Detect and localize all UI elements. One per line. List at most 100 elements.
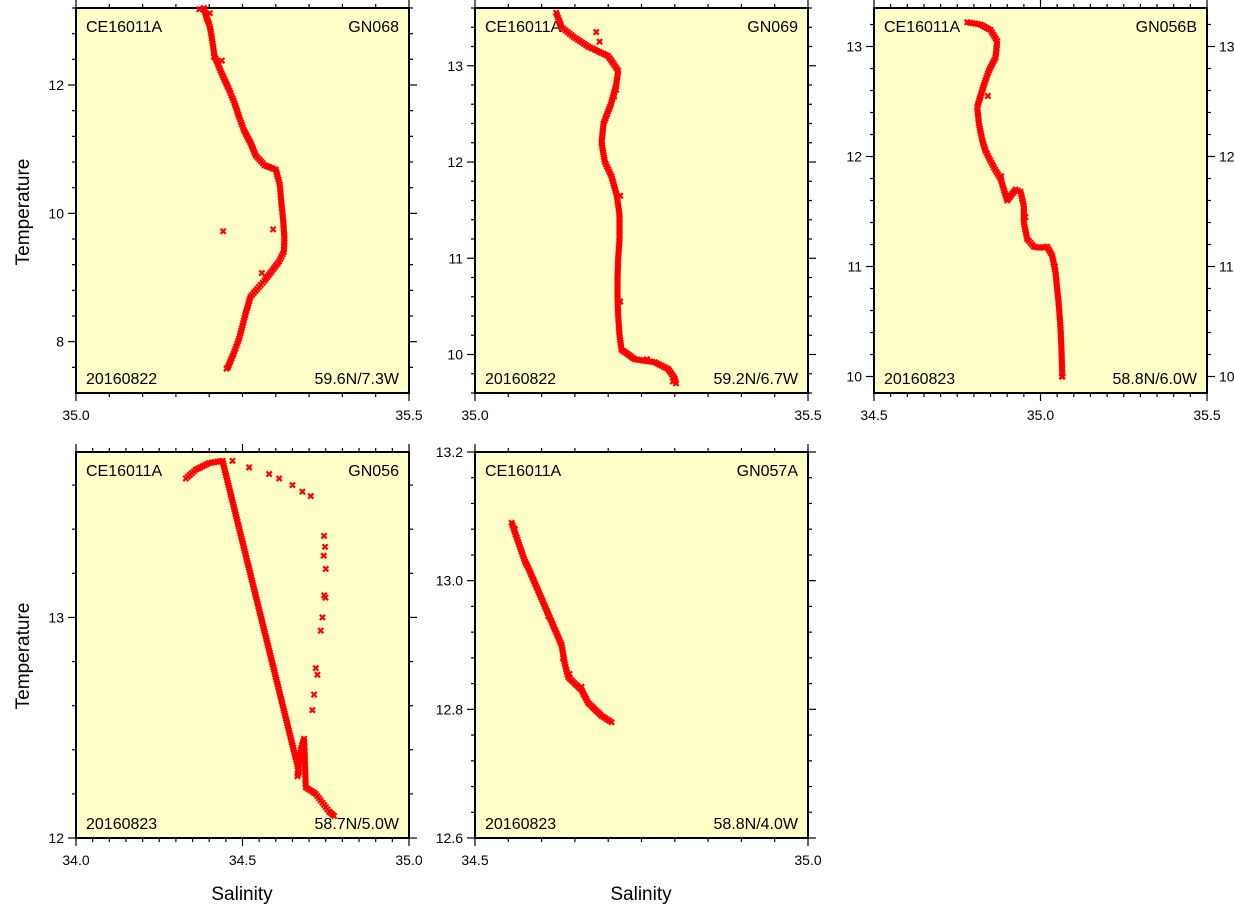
data-point: [309, 706, 316, 714]
y-tick-label-right: 13: [1219, 39, 1234, 55]
data-point: [612, 86, 620, 94]
panels: 35.0 35.5 8 10 12 CE16011A GN068 20160822 59.6N/…: [48, 0, 1234, 868]
position-label: 58.8N/6.0W: [1113, 371, 1198, 388]
y-tick-label-right: 12: [1219, 149, 1234, 165]
cruise-label: CE16011A: [86, 19, 163, 36]
data-point: [997, 172, 1005, 180]
data-point: [245, 464, 253, 471]
plot-area: [75, 451, 410, 839]
data-point: [299, 488, 306, 496]
y-tick-label: 12: [846, 149, 862, 165]
y-tick-label: 11: [448, 250, 463, 266]
data-point: [544, 612, 552, 620]
data-point: [669, 378, 677, 385]
x-tick-label: 35.5: [1193, 407, 1220, 423]
y-tick-label-right: 11: [1219, 259, 1234, 275]
x-tick-label: 35.0: [794, 852, 821, 868]
y-tick-label: 13: [48, 609, 64, 625]
data-point: [210, 53, 218, 61]
data-point: [206, 9, 214, 17]
plot-area: [474, 7, 809, 394]
data-point: [592, 28, 600, 36]
data-point: [320, 532, 328, 540]
data-point: [322, 565, 330, 573]
data-point: [319, 614, 326, 621]
cruise-label: CE16011A: [485, 463, 562, 480]
data-point: [608, 718, 615, 726]
data-point: [320, 552, 328, 560]
data-point: [643, 355, 651, 363]
data-point: [984, 92, 992, 100]
data-point: [1051, 263, 1059, 270]
y-tick-label: 10: [48, 205, 64, 221]
data-point: [559, 654, 567, 662]
plot-area: [474, 451, 809, 839]
y-tick-label-right: 10: [1219, 369, 1234, 385]
data-point: [566, 670, 573, 678]
y-tick-label: 10: [447, 347, 463, 363]
data-point: [258, 269, 266, 277]
data-point: [616, 298, 624, 305]
date-label: 20160823: [86, 816, 157, 833]
x-tick-label: 35.5: [794, 407, 821, 423]
y-tick-label: 12: [447, 154, 463, 170]
y-tick-label: 12: [48, 77, 64, 93]
x-tick-label: 34.5: [229, 852, 256, 868]
date-label: 20160823: [485, 816, 556, 833]
cruise-label: CE16011A: [86, 463, 163, 480]
y-tick-label: 12: [48, 830, 64, 846]
date-label: 20160822: [86, 371, 157, 388]
y-tick-label: 13.0: [436, 573, 463, 589]
data-point: [610, 93, 618, 100]
x-tick-label: 35.0: [461, 407, 488, 423]
ylabel-top-row: Temperature: [13, 159, 34, 266]
data-point: [307, 492, 315, 500]
x-tick-label: 34.5: [461, 852, 488, 868]
y-tick-label: 10: [846, 369, 862, 385]
data-point: [218, 57, 226, 64]
data-point: [317, 627, 325, 635]
x-tick-label: 35.5: [395, 407, 422, 423]
position-label: 58.7N/5.0W: [315, 816, 400, 833]
data-point: [223, 365, 230, 372]
data-point: [511, 525, 519, 533]
data-point: [314, 671, 321, 679]
x-tick-label: 35.0: [62, 407, 89, 423]
data-point: [596, 38, 603, 46]
data-point: [321, 543, 329, 551]
data-point: [275, 475, 283, 482]
data-point: [289, 481, 296, 489]
xlabel-middle: Salinity: [610, 884, 672, 905]
panel-gn057a: 34.5 35.0 12.6 12.8 13.0 13.2 CE16011A GN057A 20…: [436, 444, 822, 868]
data-points: [552, 9, 680, 387]
data-point: [265, 470, 273, 478]
station-label: GN056B: [1136, 19, 1197, 36]
y-tick-label: 11: [847, 259, 862, 275]
position-label: 59.2N/6.7W: [714, 371, 799, 388]
x-tick-label: 34.0: [62, 852, 89, 868]
data-point: [1058, 373, 1066, 380]
data-points: [182, 457, 338, 820]
data-point: [219, 227, 227, 235]
y-tick-label: 13.2: [436, 444, 463, 460]
panel-gn056: 34.0 34.5 35.0 12 13 CE16011A GN056 20160823 58.…: [48, 444, 423, 868]
data-point: [195, 5, 203, 13]
panel-gn068: 35.0 35.5 8 10 12 CE16011A GN068 20160822 59.6N/…: [48, 0, 423, 423]
data-point: [269, 225, 277, 233]
y-tick-label: 8: [56, 334, 64, 350]
panel-gn056b: 34.5 35.0 35.5 10 10 11 11 12 12 13 13 CE16011A GN05…: [846, 0, 1234, 423]
station-label: GN057A: [737, 463, 799, 480]
data-point: [616, 192, 624, 200]
data-point: [229, 457, 236, 465]
data-point: [322, 594, 329, 601]
date-label: 20160822: [485, 371, 556, 388]
y-tick-label: 13: [447, 58, 463, 74]
position-label: 59.6N/7.3W: [315, 371, 400, 388]
y-tick-label: 12.6: [436, 830, 463, 846]
y-tick-label: 13: [846, 39, 862, 55]
data-point: [518, 548, 525, 556]
cruise-label: CE16011A: [485, 19, 562, 36]
data-point: [578, 683, 585, 691]
panel-gn069: 35.0 35.5 10 11 12 13 CE16011A GN069 20160822 59.…: [447, 0, 822, 423]
